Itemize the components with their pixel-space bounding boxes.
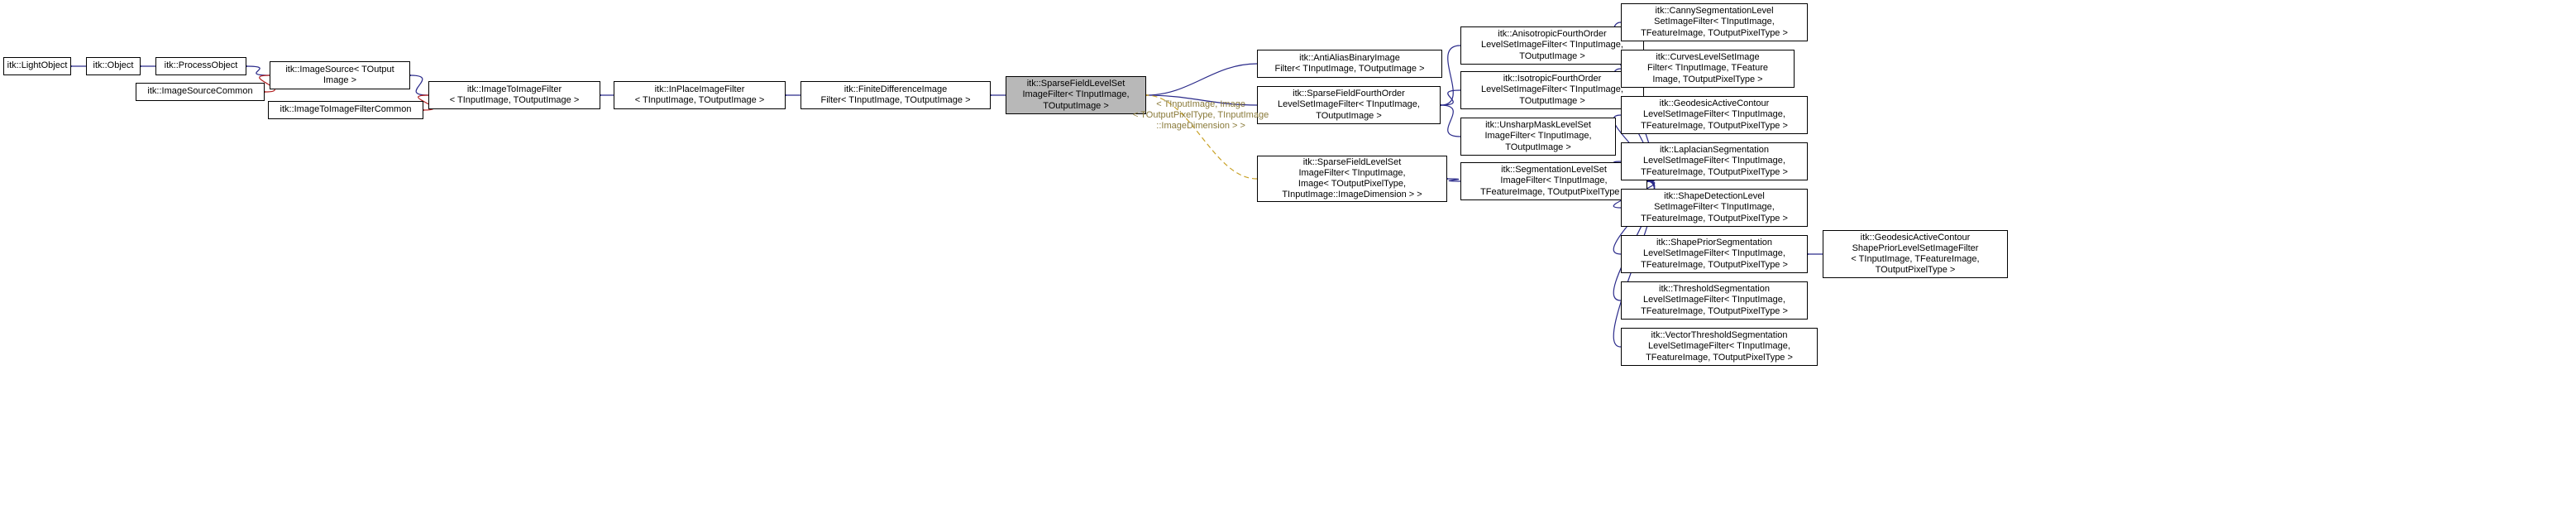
edge-image-source-to-process-object: [246, 66, 270, 75]
node-process-object[interactable]: itk::ProcessObject: [155, 57, 246, 75]
node-sparse-field-level-set[interactable]: itk::SparseFieldLevelSet ImageFilter< TI…: [1006, 76, 1146, 114]
edge-anti-alias-to-sparse-field-level-set: [1146, 64, 1257, 95]
node-sparse-fourth-order[interactable]: itk::SparseFieldFourthOrder LevelSetImag…: [1257, 86, 1441, 124]
node-canny-seg[interactable]: itk::CannySegmentationLevel SetImageFilt…: [1621, 3, 1808, 41]
node-laplacian-seg[interactable]: itk::LaplacianSegmentation LevelSetImage…: [1621, 142, 1808, 180]
edge-label-sparse-field-image-dim: < TInputImage, Image < TOutputPixelType,…: [1133, 99, 1269, 132]
node-unsharp-mask[interactable]: itk::UnsharpMaskLevelSet ImageFilter< TI…: [1460, 118, 1616, 156]
node-shape-detection[interactable]: itk::ShapeDetectionLevel SetImageFilter<…: [1621, 189, 1808, 227]
edge-segmentation-level-set-to-sparse-field-image-dim: [1447, 179, 1460, 181]
node-object[interactable]: itk::Object: [86, 57, 141, 75]
node-vector-threshold-seg[interactable]: itk::VectorThresholdSegmentation LevelSe…: [1621, 328, 1818, 366]
node-image-source[interactable]: itk::ImageSource< TOutput Image >: [270, 61, 410, 89]
node-light-object[interactable]: itk::LightObject: [3, 57, 71, 75]
edge-iso-fourth-order-to-sparse-fourth-order: [1441, 90, 1460, 105]
node-threshold-seg[interactable]: itk::ThresholdSegmentation LevelSetImage…: [1621, 281, 1808, 320]
node-inplace-image-filter[interactable]: itk::InPlaceImageFilter < TInputImage, T…: [614, 81, 786, 109]
node-segmentation-level-set[interactable]: itk::SegmentationLevelSet ImageFilter< T…: [1460, 162, 1647, 200]
edge-unsharp-mask-to-sparse-fourth-order: [1441, 105, 1460, 137]
edge-image-to-image-filter-to-image-source: [410, 75, 428, 95]
node-sparse-field-image-dim[interactable]: itk::SparseFieldLevelSet ImageFilter< TI…: [1257, 156, 1447, 202]
node-geodesic-active-contour[interactable]: itk::GeodesicActiveContour LevelSetImage…: [1621, 96, 1808, 134]
node-finite-diff-image-filter[interactable]: itk::FiniteDifferenceImage Filter< TInpu…: [801, 81, 991, 109]
edge-aniso-fourth-order-to-sparse-fourth-order: [1441, 46, 1460, 105]
node-image-to-image-filter[interactable]: itk::ImageToImageFilter < TInputImage, T…: [428, 81, 600, 109]
node-shape-prior-seg[interactable]: itk::ShapePriorSegmentation LevelSetImag…: [1621, 235, 1808, 273]
node-anti-alias[interactable]: itk::AntiAliasBinaryImage Filter< TInput…: [1257, 50, 1442, 78]
node-aniso-fourth-order[interactable]: itk::AnisotropicFourthOrder LevelSetImag…: [1460, 26, 1644, 65]
node-geodesic-shape-prior[interactable]: itk::GeodesicActiveContour ShapePriorLev…: [1823, 230, 2008, 278]
node-image-to-image-filter-common[interactable]: itk::ImageToImageFilterCommon: [268, 101, 423, 119]
node-image-source-common[interactable]: itk::ImageSourceCommon: [136, 83, 265, 101]
node-iso-fourth-order[interactable]: itk::IsotropicFourthOrder LevelSetImageF…: [1460, 71, 1644, 109]
node-curves-level-set[interactable]: itk::CurvesLevelSetImage Filter< TInputI…: [1621, 50, 1795, 88]
